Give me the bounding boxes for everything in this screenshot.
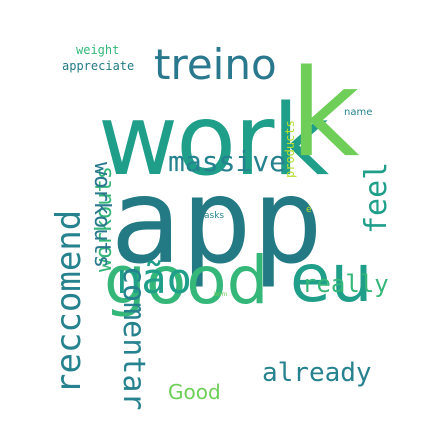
word-workouts-down: workouts bbox=[89, 162, 114, 268]
word-good-small: Good bbox=[168, 380, 221, 404]
word-massive: massive bbox=[168, 145, 287, 178]
word-treino: treino bbox=[154, 40, 277, 89]
word-asks: asks bbox=[204, 211, 225, 221]
word-work: work bbox=[98, 84, 329, 198]
word-appreciate: appreciate bbox=[62, 59, 135, 73]
word-weight: weight bbox=[76, 43, 120, 57]
word-name: name bbox=[344, 107, 373, 118]
word-good: good bbox=[104, 242, 269, 319]
word-really: really bbox=[302, 270, 389, 298]
word-eu: eu bbox=[290, 240, 373, 317]
word-comentar: comentar bbox=[116, 266, 151, 411]
word-app: app bbox=[110, 152, 324, 290]
word-products: products bbox=[283, 120, 297, 178]
word-already: already bbox=[262, 358, 372, 388]
word-bom: bom bbox=[214, 291, 228, 298]
word-e-small: é bbox=[306, 205, 312, 215]
word-reccomend: reccomend bbox=[49, 209, 89, 394]
word-feel: feel bbox=[359, 161, 394, 234]
word-k: k bbox=[290, 45, 360, 184]
word-nao: não bbox=[116, 254, 192, 303]
